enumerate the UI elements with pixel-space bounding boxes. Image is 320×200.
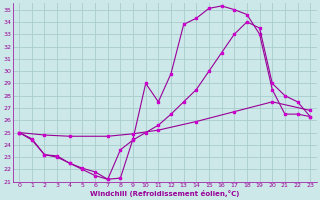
X-axis label: Windchill (Refroidissement éolien,°C): Windchill (Refroidissement éolien,°C) <box>90 190 239 197</box>
